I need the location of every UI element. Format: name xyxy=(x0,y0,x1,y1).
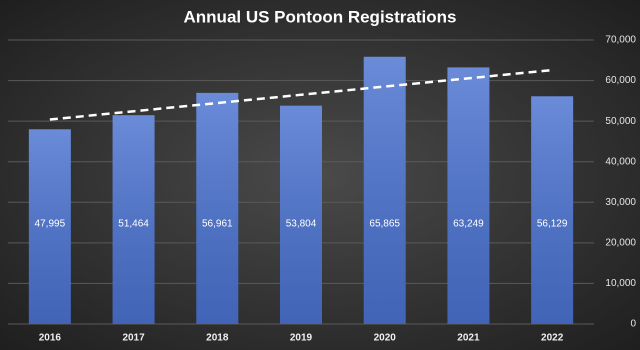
value-label: 56,129 xyxy=(537,219,568,230)
y-tick-label: 50,000 xyxy=(605,116,636,127)
x-tick-label: 2018 xyxy=(206,333,229,344)
x-tick-label: 2019 xyxy=(290,333,313,344)
y-tick-label: 30,000 xyxy=(605,197,636,208)
y-tick-label: 10,000 xyxy=(605,278,636,289)
x-tick-label: 2016 xyxy=(39,333,62,344)
y-tick-label: 20,000 xyxy=(605,237,636,248)
x-tick-label: 2017 xyxy=(122,333,145,344)
x-tick-label: 2022 xyxy=(541,333,564,344)
bar-shade xyxy=(531,96,574,324)
value-label: 47,995 xyxy=(35,219,66,230)
trendline xyxy=(49,68,553,121)
bar-shade xyxy=(363,56,406,325)
y-tick-label: 0 xyxy=(630,319,636,330)
value-label: 51,464 xyxy=(118,219,149,230)
y-tick-label: 40,000 xyxy=(605,156,636,167)
value-label: 65,865 xyxy=(369,219,400,230)
bar-shade xyxy=(112,115,155,324)
chart-title: Annual US Pontoon Registrations xyxy=(184,7,457,26)
value-label: 53,804 xyxy=(286,219,317,230)
x-tick-label: 2020 xyxy=(374,333,397,344)
value-label: 63,249 xyxy=(453,219,484,230)
bar-shade xyxy=(196,92,239,324)
value-label: 56,961 xyxy=(202,219,233,230)
y-tick-label: 60,000 xyxy=(605,75,636,86)
bar-shade xyxy=(28,129,71,324)
x-tick-label: 2021 xyxy=(457,333,480,344)
bar-shade xyxy=(447,67,490,324)
y-tick-label: 70,000 xyxy=(605,35,636,46)
bar-shade xyxy=(280,105,322,324)
